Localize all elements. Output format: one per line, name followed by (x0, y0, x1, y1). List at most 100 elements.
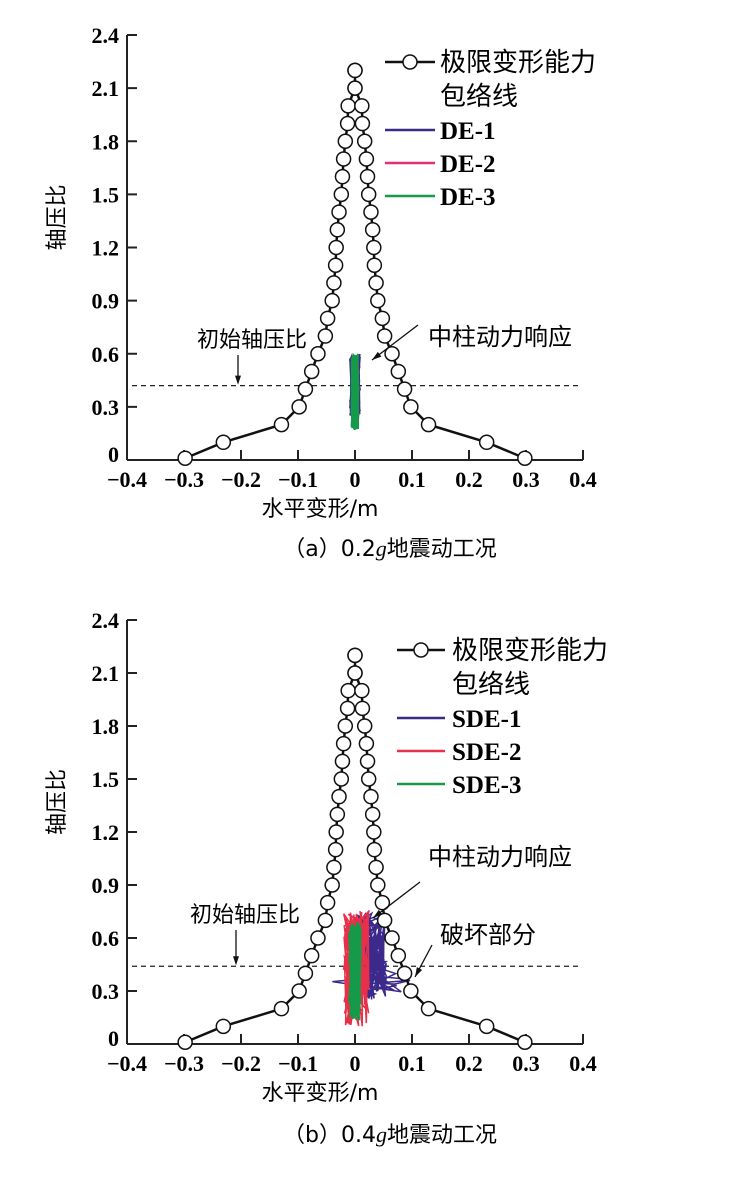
caption-prefix: （a）0.2 (283, 537, 375, 562)
arrow-head-icon (415, 967, 423, 977)
response-arrow (372, 881, 421, 919)
y-tick-label: 0 (108, 1026, 119, 1051)
envelope-marker (215, 1018, 232, 1035)
chart-b: −0.4 −0.3 −0.2 −0.1 0 0.1 0.2 0.3 0.4 0 0.3 0.6 0.9 1… (45, 608, 608, 1148)
envelope-marker (374, 310, 391, 327)
envelope-marker (384, 930, 400, 946)
x-tick-label: 0.4 (569, 467, 597, 492)
envelope-marker (331, 788, 347, 805)
envelope-marker (331, 204, 347, 220)
envelope-marker (363, 204, 379, 220)
envelope-marker (339, 115, 356, 132)
envelope-marker (303, 363, 320, 380)
envelope-marker (366, 257, 383, 273)
legend-envelope-marker (413, 642, 429, 658)
x-axis-label: 水平变形/m (262, 497, 379, 522)
envelope-marker (291, 983, 307, 999)
legend-label: 包络线 (440, 82, 518, 112)
envelope-marker (347, 647, 363, 664)
envelope-marker (356, 133, 373, 149)
envelope-marker (347, 80, 363, 96)
x-tick-label: −0.3 (164, 1051, 204, 1076)
legend-label: 极限变形能力 (452, 636, 608, 666)
x-tick-label: 0.1 (398, 467, 426, 492)
legend-envelope-marker (402, 54, 418, 70)
envelope-marker (327, 841, 344, 858)
annotation-initial-ratio: 初始轴压比 (197, 328, 307, 353)
envelope-marker (517, 450, 533, 466)
envelope-marker (333, 771, 350, 787)
envelope-marker (333, 186, 350, 203)
x-tick-label: 0.2 (455, 467, 483, 492)
envelope-marker (368, 275, 384, 291)
x-tick-label: −0.1 (278, 467, 318, 492)
envelope-marker (335, 735, 352, 752)
envelope-marker (310, 346, 326, 362)
envelope-marker (366, 841, 383, 858)
legend-label: 极限变形能力 (440, 48, 596, 78)
envelope-marker (329, 806, 346, 823)
annotation-response: 中柱动力响应 (428, 843, 572, 871)
envelope-marker (368, 859, 384, 876)
envelope-marker (354, 115, 371, 132)
envelope-marker (390, 363, 407, 380)
caption-g: g (376, 1122, 387, 1147)
envelope-marker (403, 983, 419, 999)
envelope-marker (324, 877, 340, 893)
legend-label: DE-1 (440, 118, 496, 145)
envelope-marker (358, 735, 375, 752)
caption-g: g (376, 536, 387, 561)
x-tick-label: 0 (350, 467, 361, 492)
y-tick-label: 1.2 (92, 236, 120, 261)
envelope-marker (403, 399, 419, 415)
x-tick-label: −0.3 (164, 467, 204, 492)
envelope-marker (317, 912, 334, 929)
x-tick-label: 0.3 (512, 1051, 540, 1076)
envelope-marker (366, 239, 382, 256)
arrow-head-icon (373, 909, 383, 918)
caption-suffix: 地震动工况 (387, 1123, 497, 1148)
y-tick-label: 0 (108, 442, 119, 467)
envelope-marker (273, 416, 290, 433)
envelope-marker (324, 292, 340, 309)
legend-label: SDE-1 (452, 706, 521, 733)
envelope-marker (340, 682, 356, 699)
legend-label: 包络线 (452, 670, 530, 700)
y-tick-label: 2.4 (92, 608, 120, 633)
x-tick-label: −0.4 (107, 467, 147, 492)
envelope-marker (354, 682, 370, 699)
y-axis-label: 轴压比 (45, 769, 70, 835)
y-tick-label: 0.9 (92, 289, 120, 314)
envelope-marker (478, 1018, 495, 1035)
y-tick-label: 0.3 (92, 979, 120, 1004)
y-tick-label: 1.5 (92, 182, 120, 207)
envelope-marker (328, 239, 344, 256)
envelope-marker (517, 1034, 533, 1050)
envelope-marker (478, 434, 495, 451)
envelope-marker (354, 700, 371, 717)
envelope-marker (376, 912, 393, 929)
envelope-marker (396, 381, 413, 397)
envelope-marker (337, 133, 354, 149)
arrow-head-icon (372, 351, 382, 360)
x-tick-label: 0.4 (569, 1051, 597, 1076)
envelope-marker (327, 257, 344, 273)
response-line-sde-3 (348, 922, 363, 1021)
envelope-marker (370, 292, 386, 309)
envelope-marker (317, 328, 334, 344)
envelope-marker (358, 151, 375, 167)
y-tick-label: 1.5 (92, 767, 120, 792)
envelope-marker (297, 965, 314, 982)
envelope-marker (297, 381, 314, 397)
envelope-marker (291, 399, 307, 415)
envelope-marker (360, 186, 377, 203)
arrow-head-icon (233, 956, 239, 966)
envelope-marker (359, 753, 376, 770)
x-tick-label: 0.1 (398, 1051, 426, 1076)
x-tick-label: 0 (350, 1051, 361, 1076)
caption-suffix: 地震动工况 (387, 537, 497, 562)
envelope-marker (319, 894, 336, 911)
x-tick-label: −0.4 (107, 1051, 147, 1076)
envelope-marker (366, 824, 382, 840)
